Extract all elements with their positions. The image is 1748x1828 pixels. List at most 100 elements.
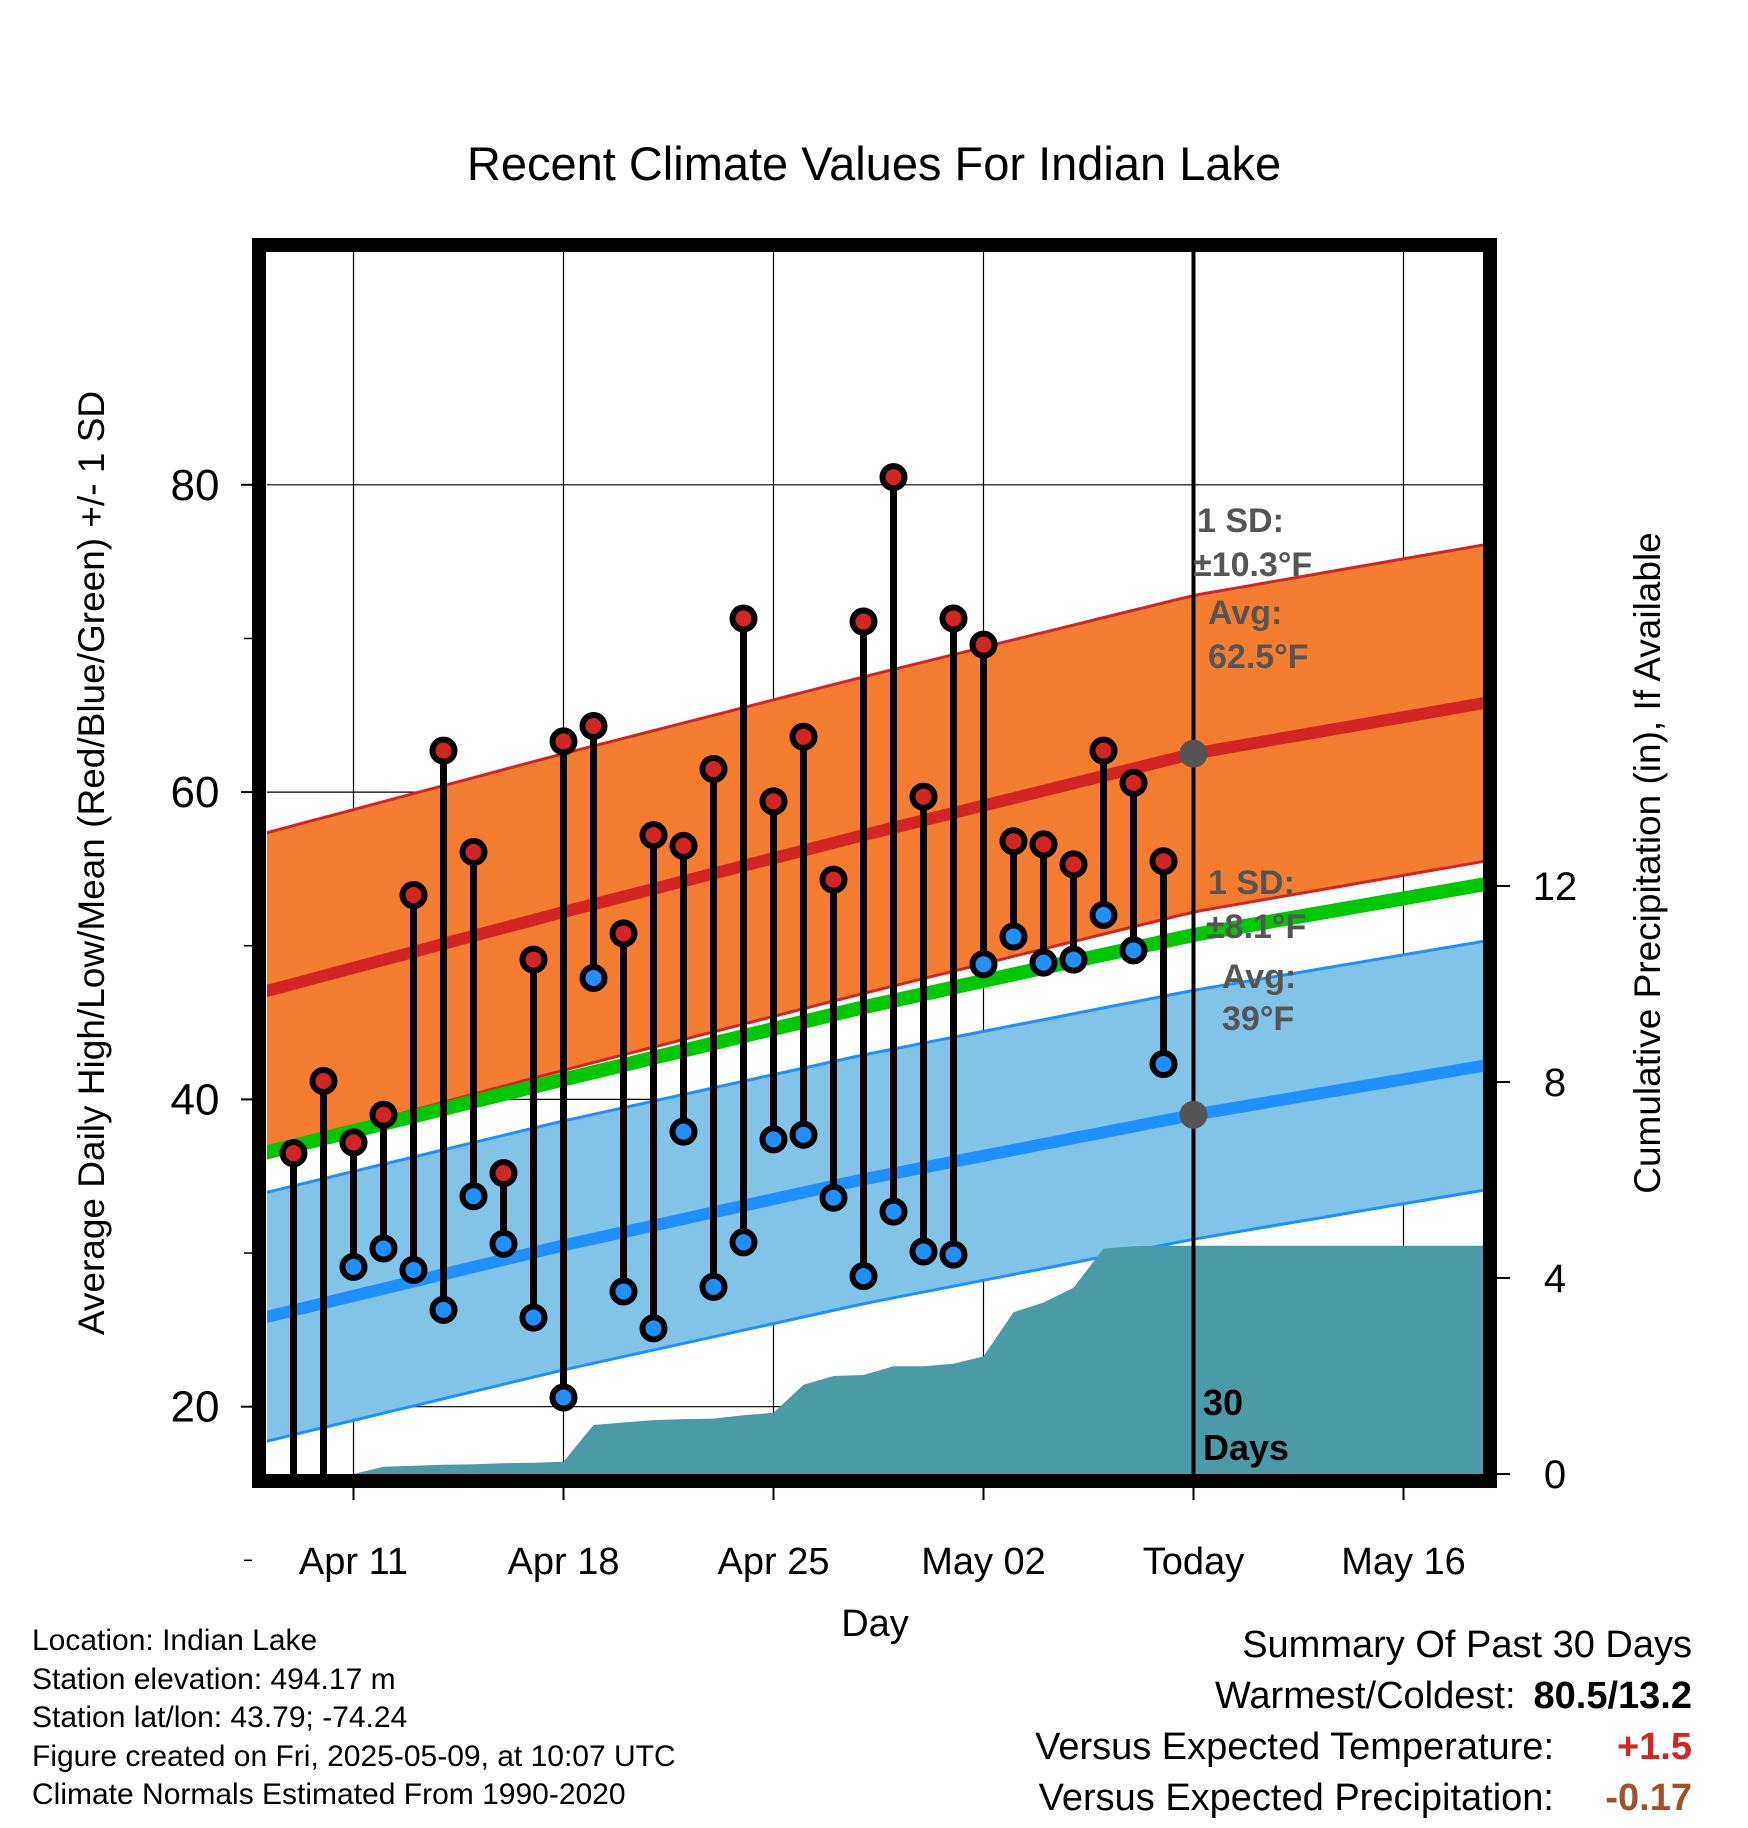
precip-label: Versus Expected Precipitation: [1038, 1777, 1554, 1819]
low-temp-point [1059, 945, 1088, 974]
high-temp-point [1029, 830, 1058, 859]
x-tick-label: May 02 [921, 1541, 1046, 1583]
temp-value: +1.5 [1616, 1726, 1692, 1768]
low-sd-value: ±8.1°F [1206, 908, 1306, 946]
high-temp-point [729, 604, 758, 633]
elevation-line: Station elevation: 494.17 m [32, 1662, 396, 1696]
temp-label: Versus Expected Temperature: [1035, 1726, 1554, 1768]
latlon-line: Station lat/lon: 43.79; -74.24 [32, 1701, 408, 1734]
low-temp-point [669, 1117, 698, 1146]
high-temp-point [819, 865, 848, 894]
high-temp-point [909, 782, 938, 811]
low-avg-label: Avg: [1222, 958, 1296, 996]
low-temp-point [1089, 901, 1118, 930]
high-temp-point [1119, 768, 1148, 797]
mean-line [267, 877, 1483, 1160]
high-avg-label: Avg: [1208, 594, 1282, 632]
low-sd-edge [267, 939, 1483, 1194]
y-tick-label: 60 [171, 768, 220, 817]
high-temp-point [489, 1159, 518, 1188]
high-temp-point [939, 604, 968, 633]
low-temp-point [609, 1277, 638, 1306]
x-tick-label: Apr 11 [299, 1541, 408, 1583]
low-temp-point [519, 1303, 548, 1332]
low-temp-point [699, 1272, 728, 1301]
x-tick-label: Apr 25 [718, 1541, 830, 1583]
precip-area [267, 1245, 1483, 1474]
high-temp-point [639, 821, 668, 850]
low-temp-point [369, 1234, 398, 1263]
high-temp-point [999, 827, 1028, 856]
low-temp-point [999, 922, 1028, 951]
low-temp-point [1029, 948, 1058, 977]
high-temp-point [579, 712, 608, 741]
chart-title: Recent Climate Values For Indian Lake [467, 137, 1281, 190]
high-temp-point [519, 945, 548, 974]
y-axis-title: Average Daily High/Low/Mean (Red/Blue/Gr… [71, 391, 112, 1335]
high-temp-point [969, 630, 998, 659]
high-temp-point [1149, 847, 1178, 876]
low-temp-point [879, 1197, 908, 1226]
high-mean-line [267, 697, 1483, 998]
low-temp-point [429, 1295, 458, 1324]
warm-cold-value: 80.5/13.2 [1533, 1675, 1692, 1717]
low-temp-point [759, 1125, 788, 1154]
high-temp-point [1089, 736, 1118, 765]
low-temp-point [729, 1228, 758, 1257]
low-temp-point [819, 1183, 848, 1212]
high-temp-point [459, 838, 488, 867]
low-sd-band [267, 941, 1483, 1442]
days-label-word: Days [1203, 1427, 1289, 1468]
high-temp-point [789, 722, 818, 751]
high-sd-edge [267, 543, 1483, 835]
low-temp-point [339, 1252, 368, 1281]
high-temp-point [549, 727, 578, 756]
x-axis-title: Day [841, 1603, 909, 1645]
days-label-number: 30 [1203, 1382, 1243, 1423]
low-mean-line [267, 1059, 1483, 1323]
low-temp-point [579, 964, 608, 993]
summary-warm-cold: Warmest/Coldest: 80.5/13.2 [1035, 1671, 1692, 1722]
y2-axis-title: Cumulative Precipitation (in), If Availa… [1627, 532, 1668, 1194]
low-temp-point [1149, 1050, 1178, 1079]
low-sd-label: 1 SD: [1208, 864, 1295, 902]
low-sd-edge [267, 1188, 1483, 1443]
y-tick-label: 80 [171, 461, 220, 510]
low-temp-point [639, 1314, 668, 1343]
y2-tick-label: 12 [1533, 865, 1578, 909]
high-avg-value: 62.5°F [1208, 638, 1309, 676]
summary-heading: Summary Of Past 30 Days [1242, 1624, 1692, 1666]
high-temp-point [339, 1128, 368, 1157]
warm-cold-label: Warmest/Coldest: [1214, 1675, 1516, 1717]
created-line: Figure created on Fri, 2025-05-09, at 10… [32, 1739, 676, 1773]
low-temp-point [459, 1182, 488, 1211]
precip-value: -0.17 [1605, 1777, 1692, 1819]
normals-line: Climate Normals Estimated From 1990-2020 [32, 1778, 626, 1811]
low-temp-point [939, 1240, 968, 1269]
low-temp-point [399, 1255, 428, 1284]
low-temp-point [969, 950, 998, 979]
high-temp-point [1059, 850, 1088, 879]
plot-frame [252, 238, 1497, 1488]
low-temp-point [489, 1229, 518, 1258]
summary-precip: Versus Expected Precipitation: -0.17 [1035, 1773, 1692, 1824]
high-temp-point [369, 1100, 398, 1129]
location-line: Location: Indian Lake [32, 1624, 318, 1657]
high-temp-point [849, 607, 878, 636]
high-avg-marker [1179, 739, 1208, 768]
high-sd-value: ±10.3°F [1193, 546, 1312, 584]
y-tick-label: 20 [171, 1383, 220, 1432]
low-avg-marker [1179, 1100, 1208, 1129]
high-sd-label: 1 SD: [1197, 502, 1284, 540]
low-temp-point [1119, 936, 1148, 965]
high-temp-point [699, 755, 728, 784]
high-temp-point [309, 1066, 338, 1095]
high-temp-point [609, 919, 638, 948]
high-temp-point [759, 787, 788, 816]
low-temp-point [549, 1383, 578, 1412]
high-temp-point [429, 736, 458, 765]
x-tick-label: Apr 18 [508, 1541, 620, 1583]
y-tick-label: 40 [171, 1075, 220, 1124]
high-temp-point [669, 831, 698, 860]
